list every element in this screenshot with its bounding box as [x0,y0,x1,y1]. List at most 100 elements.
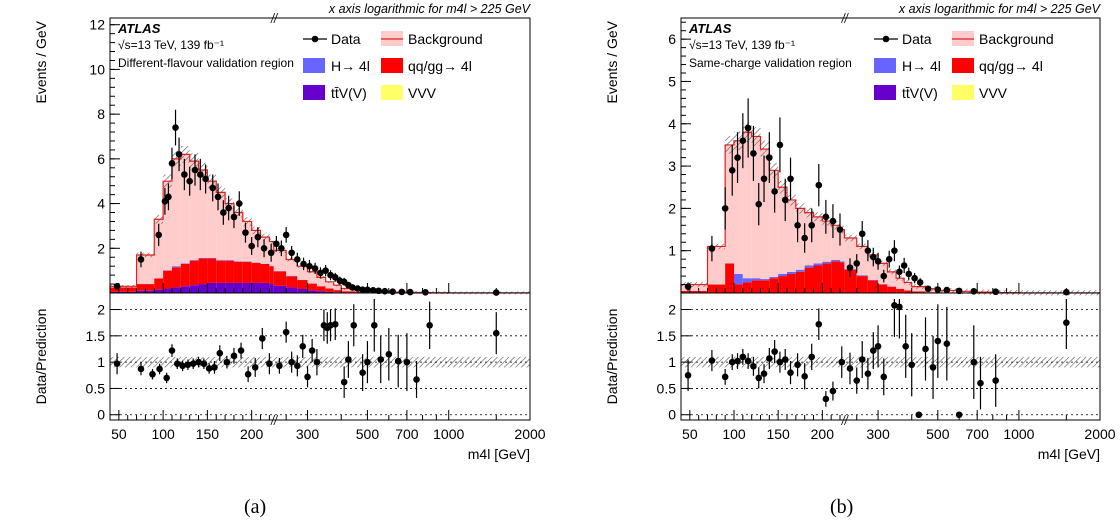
higgs-bar [180,263,190,264]
qqgg-bar [325,288,334,292]
legend-label: Background [979,31,1054,47]
data-point [311,265,319,272]
ratio-point [880,373,888,381]
background-bar [725,144,734,264]
ratio-point [294,362,301,370]
ttv-bar [260,282,270,293]
region-label: Different-flavour validation region [118,56,294,70]
ratio-point [156,365,163,373]
y-tick-label: 4 [97,196,105,212]
ratio-point [413,376,420,383]
background-bar [856,246,868,276]
higgs-bar [760,279,770,281]
data-point [853,260,861,267]
data-point [273,240,280,248]
background-bar [242,221,252,262]
y-tick-label: 6 [668,31,676,47]
data-point [369,287,377,294]
data-point [260,244,268,252]
qqgg-bar [795,271,805,293]
ratio-y-tick-label: 1 [97,354,105,370]
qqgg-bar [316,286,326,292]
background-bar [831,225,840,260]
data-point [836,226,844,233]
qqgg-bar [198,258,208,285]
ratio-point [864,370,872,378]
qqgg-bar [251,262,261,283]
y-tick-label: 12 [89,17,105,33]
data-point [278,244,285,252]
y-tick-label: 1 [668,243,676,259]
ratio-point [173,360,181,368]
ratio-point [955,411,963,419]
data-point [422,289,429,296]
ratio-point [728,358,736,366]
data-point [896,268,903,276]
ratio-point [794,361,801,369]
ratio-point [299,343,307,350]
background-bar [733,140,743,274]
data-point [750,150,757,157]
higgs-bar [831,260,840,262]
chart-panel-a: 2 4 6 8 10 12 0 0.5 1 1.5 2 50 100 150 200 300 500 700 100… [33,2,546,462]
qqgg-bar [786,273,796,293]
background-bar [887,271,897,287]
ratio-point [189,360,197,368]
ratio-point [216,349,224,357]
ratio-point [385,350,393,358]
ratio-point [908,361,916,369]
background-bar [189,161,199,261]
data-point [880,272,888,280]
data-point [181,171,188,178]
ratio-point [808,353,816,361]
legend-data-marker [311,35,319,43]
ratio-point [766,355,773,362]
data-point [864,247,872,254]
ratio-point [251,364,259,371]
ttv-bar [189,285,199,293]
y-axis-label: Events / GeV [604,20,620,103]
data-point [970,288,978,295]
qqgg-bar [911,291,926,293]
ratio-point [394,357,402,365]
data-point [214,193,222,201]
ratio-point [211,364,218,371]
background-bar [822,221,832,262]
qqgg-bar [896,288,905,293]
chart-panel-b: 1 2 3 4 5 6 0 0.5 1 1.5 2 50 100 150 200 300 500 700 1000 2… [604,2,1116,462]
qqgg-bar [878,284,888,293]
x-tick-label: 100 [722,426,746,442]
y-tick-label: 2 [97,240,105,256]
data-point [209,184,217,192]
legend-swatch [952,85,974,100]
ttv-bar [273,285,287,293]
x-tick-label: 2000 [1084,426,1115,442]
qqgg-bar [260,263,270,283]
ratio-point [163,374,170,382]
axis-break-mark [270,414,276,426]
ratio-y-axis-label: Data/Prediction [604,309,620,405]
y-tick-label: 3 [668,158,676,174]
background-bar [813,216,823,264]
ratio-point [853,377,861,384]
data-point [924,285,932,293]
ratio-point [721,373,729,381]
background-bar [778,187,787,274]
data-point [905,270,913,278]
ratio-point [771,348,778,355]
experiment-label: ATLAS [117,21,161,36]
data-point [755,200,763,208]
axis-note: x axis logarithmic for m4l > 225 GeV [328,2,532,16]
data-point [322,267,329,274]
ratio-point [750,363,757,370]
background-bar [896,278,905,289]
ttv-bar [233,282,243,293]
data-point [331,274,339,281]
region-label: Same-charge validation region [689,56,852,70]
qqgg-bar [189,260,199,286]
background-bar [325,281,334,289]
legend-data-marker [882,35,890,43]
legend: Data Background H→ 4l qq/gg→ 4l tt̄V(V) VVV [303,31,483,101]
qqgg-bar [242,261,252,283]
higgs-bar [751,278,761,281]
